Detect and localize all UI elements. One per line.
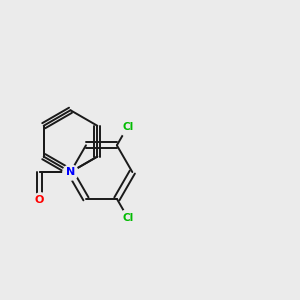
Text: Cl: Cl [122,122,133,132]
Text: O: O [35,195,44,205]
Text: N: N [66,167,75,177]
Text: Cl: Cl [122,213,133,223]
